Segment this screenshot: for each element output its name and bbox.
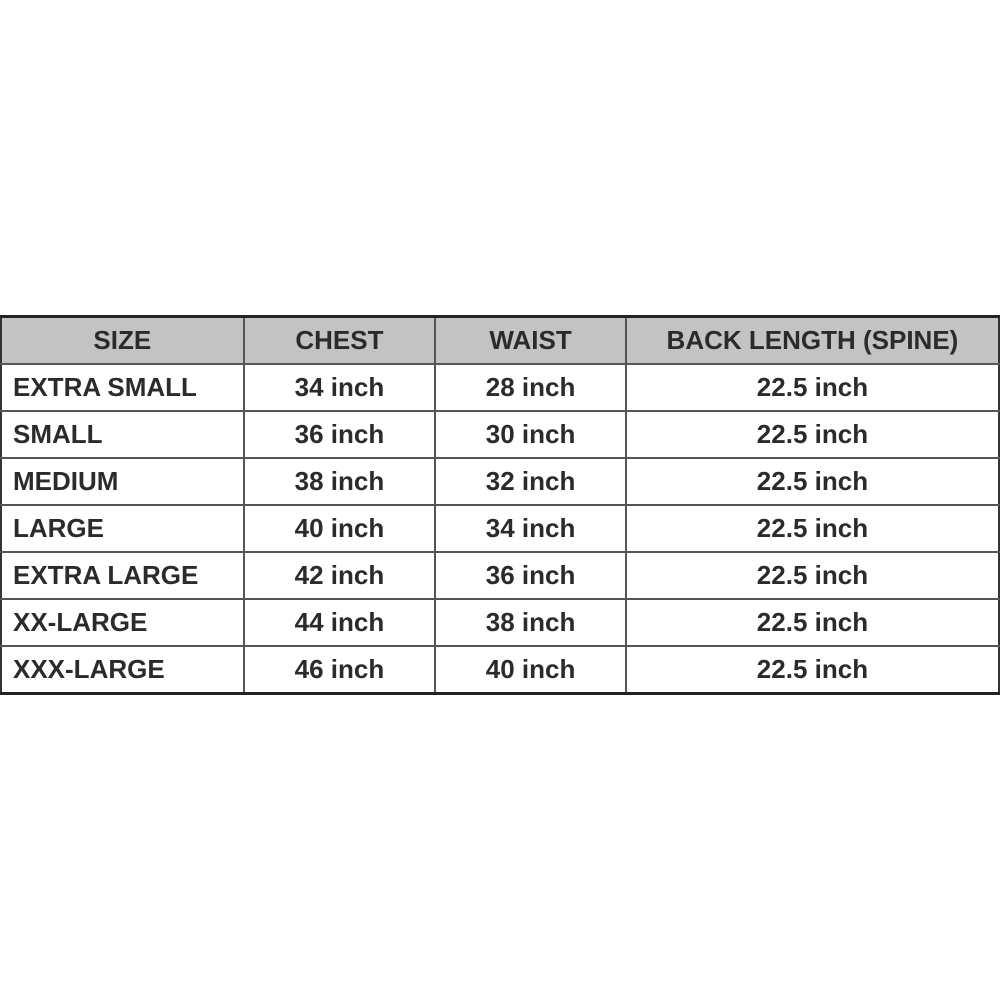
cell-size: XXX-LARGE [0, 645, 245, 695]
header-row: SIZE CHEST WAIST BACK LENGTH (SPINE) [0, 315, 1000, 365]
cell-back-length: 22.5 inch [624, 645, 1000, 695]
cell-size: EXTRA SMALL [0, 363, 245, 412]
cell-waist: 40 inch [434, 645, 627, 695]
cell-back-length: 22.5 inch [624, 363, 1000, 412]
header-waist: WAIST [434, 315, 627, 365]
cell-chest: 36 inch [242, 410, 437, 459]
table-row: EXTRA SMALL 34 inch 28 inch 22.5 inch [0, 363, 1000, 412]
cell-back-length: 22.5 inch [624, 410, 1000, 459]
cell-chest: 42 inch [242, 551, 437, 600]
table-row: EXTRA LARGE 42 inch 36 inch 22.5 inch [0, 551, 1000, 600]
cell-size: MEDIUM [0, 457, 245, 506]
cell-chest: 46 inch [242, 645, 437, 695]
cell-back-length: 22.5 inch [624, 598, 1000, 647]
cell-waist: 36 inch [434, 551, 627, 600]
cell-chest: 38 inch [242, 457, 437, 506]
header-size: SIZE [0, 315, 245, 365]
cell-chest: 34 inch [242, 363, 437, 412]
cell-back-length: 22.5 inch [624, 457, 1000, 506]
cell-size: EXTRA LARGE [0, 551, 245, 600]
table-row: MEDIUM 38 inch 32 inch 22.5 inch [0, 457, 1000, 506]
cell-size: XX-LARGE [0, 598, 245, 647]
header-chest: CHEST [242, 315, 437, 365]
cell-waist: 28 inch [434, 363, 627, 412]
cell-chest: 44 inch [242, 598, 437, 647]
size-chart-table: SIZE CHEST WAIST BACK LENGTH (SPINE) EXT… [0, 315, 1000, 695]
cell-size: SMALL [0, 410, 245, 459]
cell-back-length: 22.5 inch [624, 551, 1000, 600]
cell-chest: 40 inch [242, 504, 437, 553]
table-row: SMALL 36 inch 30 inch 22.5 inch [0, 410, 1000, 459]
cell-back-length: 22.5 inch [624, 504, 1000, 553]
header-back-length: BACK LENGTH (SPINE) [624, 315, 1000, 365]
cell-waist: 30 inch [434, 410, 627, 459]
table-row: XX-LARGE 44 inch 38 inch 22.5 inch [0, 598, 1000, 647]
cell-size: LARGE [0, 504, 245, 553]
cell-waist: 34 inch [434, 504, 627, 553]
cell-waist: 32 inch [434, 457, 627, 506]
table-row: XXX-LARGE 46 inch 40 inch 22.5 inch [0, 645, 1000, 695]
cell-waist: 38 inch [434, 598, 627, 647]
table-row: LARGE 40 inch 34 inch 22.5 inch [0, 504, 1000, 553]
